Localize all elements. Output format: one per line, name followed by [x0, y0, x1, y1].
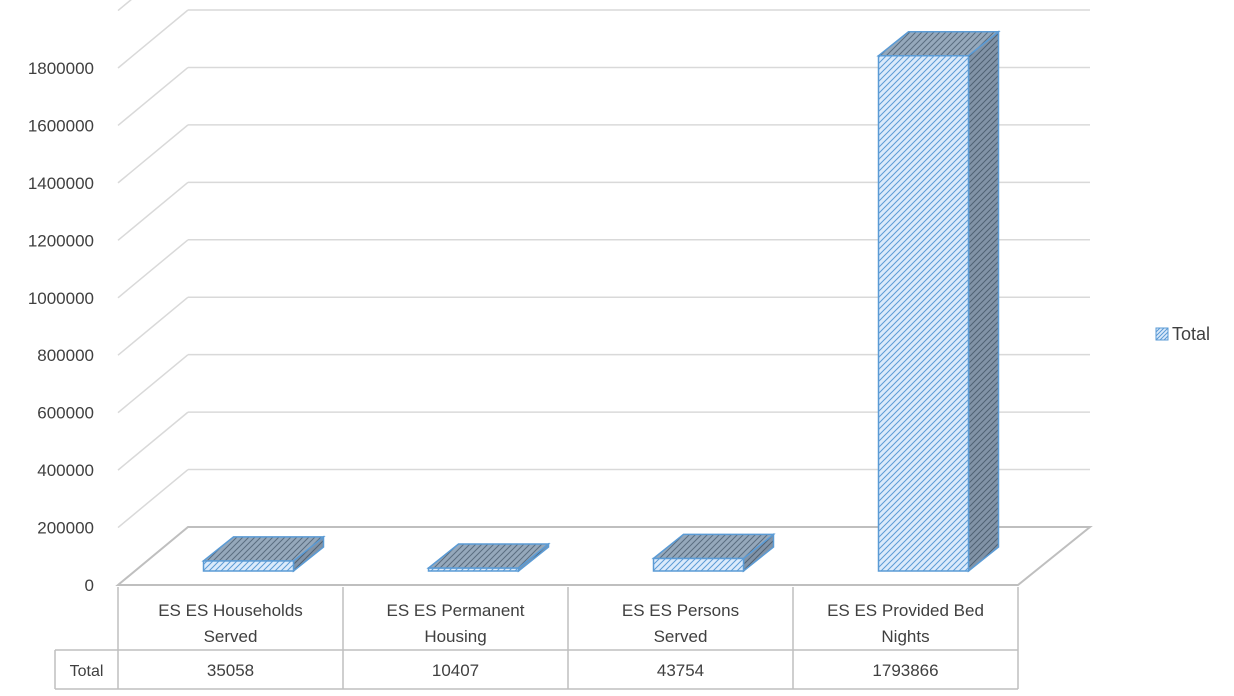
bar-top-face — [651, 533, 776, 560]
data-label: 10407 — [432, 661, 479, 680]
side-wall-gridline — [117, 124, 189, 184]
legend-label: Total — [1172, 324, 1210, 344]
bar — [651, 532, 776, 573]
bar — [426, 542, 551, 573]
data-label: 43754 — [657, 661, 704, 680]
y-tick-label: 1000000 — [28, 289, 94, 308]
y-tick-label: 1600000 — [28, 116, 94, 135]
y-tick-label: 1800000 — [28, 59, 94, 78]
chart-floor — [115, 526, 1093, 586]
y-tick-label: 600000 — [37, 404, 94, 423]
side-wall-gridline — [117, 239, 189, 299]
bar-front-face — [877, 55, 970, 572]
x-tick-label: Nights — [881, 627, 929, 646]
bar-side-face — [967, 30, 1000, 573]
side-wall-gridline — [117, 354, 189, 414]
bar-front-face — [202, 560, 295, 572]
y-tick-label: 0 — [85, 576, 94, 595]
x-tick-label: ES ES Provided Bed — [827, 601, 984, 620]
x-tick-label: Housing — [424, 627, 486, 646]
y-tick-label: 1200000 — [28, 231, 94, 250]
data-label: 1793866 — [872, 661, 938, 680]
bar-top-face — [876, 31, 1001, 57]
y-tick-label: 800000 — [37, 346, 94, 365]
side-wall-gridline — [117, 411, 189, 471]
x-tick-label: ES ES Households — [158, 601, 303, 620]
x-tick-label: ES ES Persons — [622, 601, 739, 620]
x-tick-label: ES ES Permanent — [387, 601, 525, 620]
y-tick-label: 1400000 — [28, 174, 94, 193]
side-wall-gridline — [117, 296, 189, 356]
bar-top-face — [426, 543, 551, 569]
y-tick-label: 400000 — [37, 461, 94, 480]
x-tick-label: Served — [204, 627, 258, 646]
bar — [201, 535, 326, 573]
bar — [876, 30, 1001, 573]
table-row-label: Total — [70, 663, 104, 680]
side-wall-gridline — [117, 468, 189, 529]
side-wall-gridline — [117, 0, 132, 12]
side-wall-gridline — [117, 181, 189, 241]
x-tick-label: Served — [654, 627, 708, 646]
side-wall-gridline — [117, 66, 189, 127]
side-wall-gridline — [117, 9, 189, 69]
y-tick-label: 200000 — [37, 519, 94, 538]
legend-swatch — [1155, 327, 1169, 341]
bar-top-face — [201, 536, 326, 562]
data-label: 35058 — [207, 661, 254, 680]
bar-front-face — [652, 557, 745, 572]
